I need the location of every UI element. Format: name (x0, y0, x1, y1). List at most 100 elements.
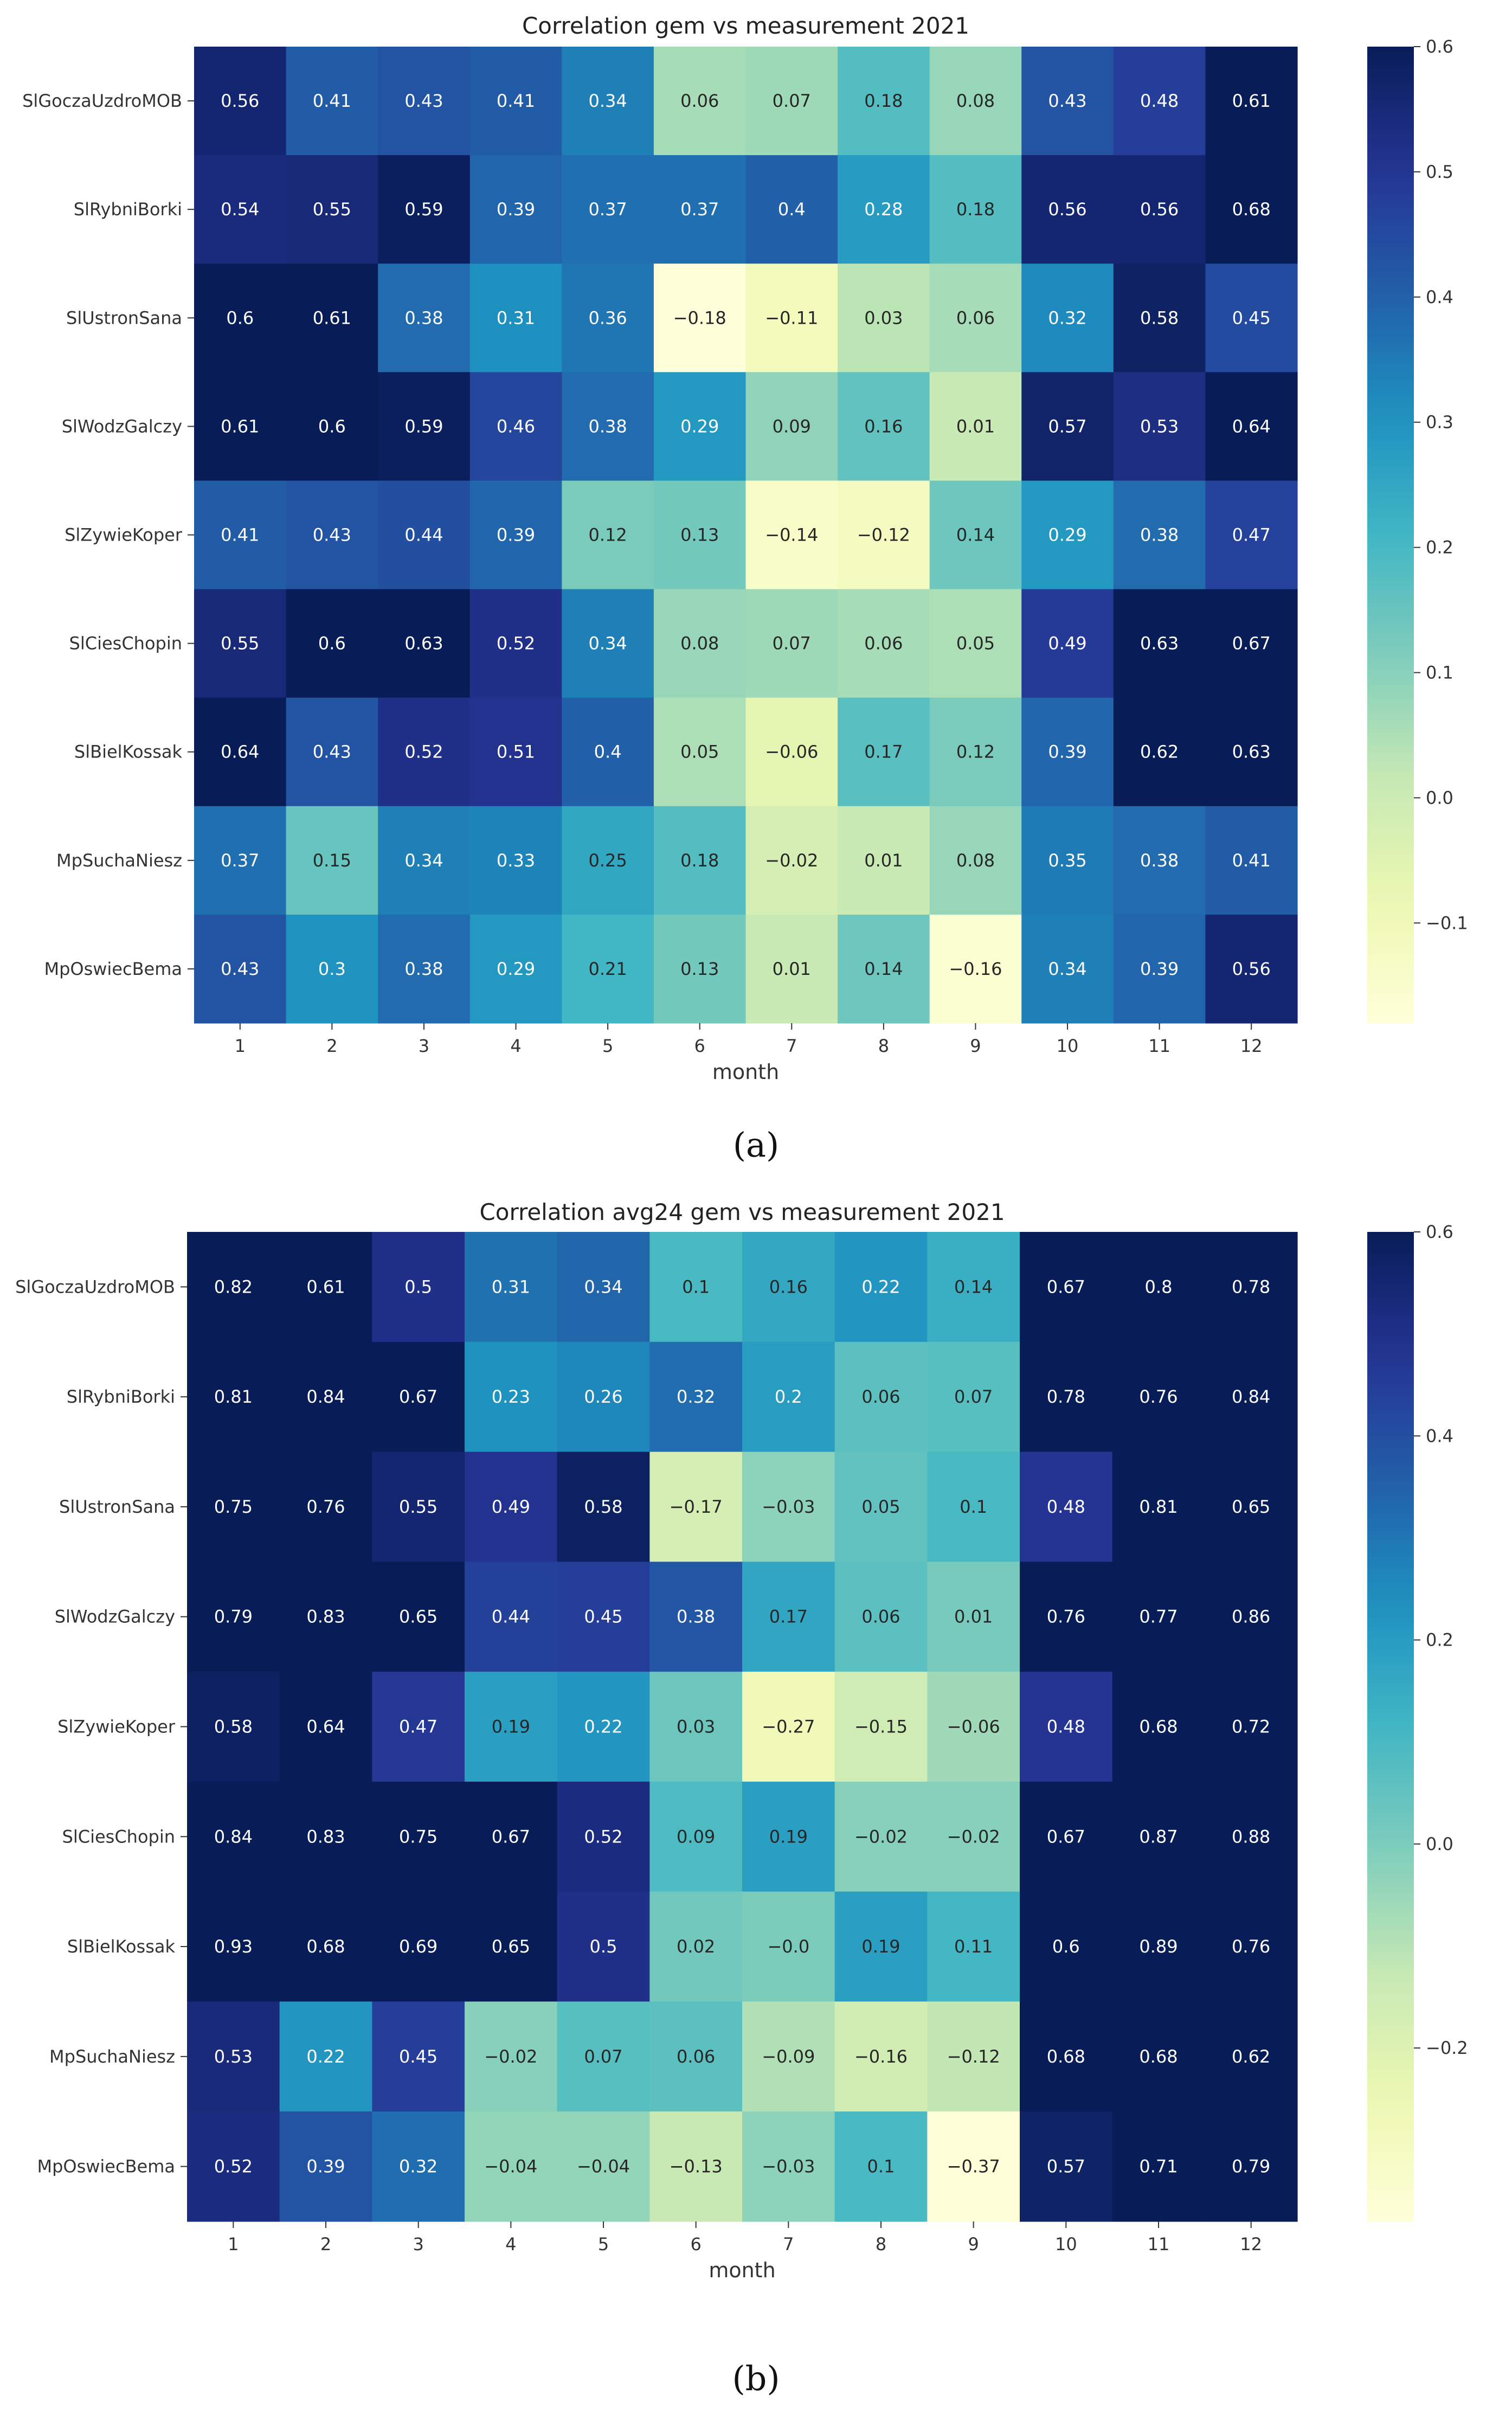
colorbar-tick-label: 0.5 (1426, 162, 1453, 182)
cell-value-label: 0.05 (680, 742, 719, 762)
cell-value-label: 0.22 (584, 1717, 622, 1737)
heatmap-cell (745, 47, 838, 156)
cell-value-label: 0.3 (318, 959, 346, 979)
heatmap-cell (557, 1451, 650, 1562)
cell-value-label: 0.06 (864, 633, 903, 654)
x-tick-label: 1 (235, 1036, 246, 1056)
heatmap-cell (1112, 2111, 1205, 2222)
heatmap-cell (838, 914, 930, 1024)
colorbar-tick-label: 0.6 (1426, 1222, 1453, 1242)
heatmap-cell (378, 697, 471, 807)
heatmap-cell (927, 1891, 1020, 2002)
cell-value-label: 0.55 (221, 633, 259, 654)
cell-value-label: 0.06 (680, 91, 719, 111)
cell-value-label: −0.0 (767, 1936, 809, 1957)
heatmap-cell (469, 806, 562, 915)
cell-value-label: 0.57 (1048, 416, 1086, 436)
y-tick-label: SlUstronSana (59, 1496, 175, 1517)
heatmap-cell (557, 1672, 650, 1782)
heatmap-cell (1021, 697, 1114, 807)
heatmap-cell (742, 2001, 835, 2112)
heatmap-cell (1020, 1451, 1113, 1562)
heatmap-cell (838, 589, 930, 698)
cell-value-label: 0.32 (399, 2156, 437, 2177)
heatmap-cell (465, 1781, 558, 1892)
cell-value-label: 0.18 (956, 199, 995, 220)
cell-value-label: 0.62 (1140, 742, 1179, 762)
heatmap-cell (194, 47, 287, 156)
cell-value-label: 0.47 (399, 1717, 437, 1737)
heatmap-cell (378, 155, 471, 264)
heatmap-cell (649, 1562, 743, 1672)
heatmap-cell (838, 155, 930, 264)
heatmap-cell (927, 1562, 1020, 1672)
cell-value-label: 0.89 (1139, 1936, 1178, 1957)
cell-value-label: 0.09 (773, 416, 811, 436)
x-tick-label: 2 (326, 1036, 337, 1056)
x-axis-label-b: month (709, 2258, 775, 2282)
heatmap-cell (557, 1232, 650, 1343)
cell-value-label: 0.2 (775, 1386, 802, 1407)
heatmap-cell (1021, 806, 1114, 915)
chart-title-a: Correlation gem vs measurement 2021 (522, 12, 969, 39)
heatmap-cell (649, 2111, 743, 2222)
cell-value-label: 0.77 (1139, 1607, 1178, 1627)
cell-value-label: 0.55 (399, 1496, 437, 1517)
cell-value-label: 0.83 (306, 1607, 345, 1627)
cell-value-label: 0.6 (1052, 1936, 1080, 1957)
colorbar-tick-label: 0.0 (1426, 1834, 1453, 1854)
cell-value-label: 0.35 (1048, 850, 1086, 871)
heatmap-cell (1205, 697, 1298, 807)
cell-value-label: 0.34 (589, 633, 627, 654)
heatmap-cell (372, 2111, 465, 2222)
cell-value-label: 0.19 (769, 1826, 808, 1847)
cell-value-label: 0.44 (492, 1607, 530, 1627)
cell-value-label: 0.34 (1048, 959, 1086, 979)
heatmap-cell (279, 1232, 372, 1343)
cell-value-label: 0.63 (1140, 633, 1179, 654)
cell-value-label: 0.47 (1232, 525, 1271, 545)
heatmap-cell (286, 589, 378, 698)
y-tick-label: SlZywieKoper (65, 525, 183, 545)
cell-value-label: −0.04 (577, 2156, 630, 2177)
heatmap-cell (279, 2001, 372, 2112)
heatmap-cell (742, 1781, 835, 1892)
heatmap-chart-b: Correlation avg24 gem vs measurement 202… (15, 1199, 1468, 2282)
cell-value-label: 0.68 (1232, 199, 1271, 220)
cell-value-label: −0.12 (857, 525, 910, 545)
cell-value-label: 0.46 (497, 416, 535, 436)
cell-value-label: 0.41 (1232, 850, 1271, 871)
y-tick-label: SlBielKossak (74, 742, 183, 762)
y-tick-label: MpSuchaNiesz (56, 850, 182, 871)
heatmap-cell (745, 480, 838, 590)
cell-value-label: 0.53 (214, 2046, 253, 2067)
cell-value-label: 0.78 (1232, 1276, 1270, 1297)
heatmap-cell (562, 372, 654, 481)
heatmap-cell (562, 47, 654, 156)
heatmap-cell (927, 1341, 1020, 1453)
heatmap-cell (745, 697, 838, 807)
heatmap-cell (562, 914, 654, 1024)
heatmap-cell (653, 914, 747, 1024)
cell-value-label: −0.13 (670, 2156, 723, 2177)
heatmap-cell (927, 1781, 1020, 1892)
cell-value-label: 0.68 (1047, 2046, 1085, 2067)
x-tick-label: 8 (878, 1036, 889, 1056)
x-tick-label: 9 (970, 1036, 981, 1056)
heatmap-cell (929, 589, 1022, 698)
heatmap-cell (742, 1232, 835, 1343)
heatmap-cell (469, 697, 562, 807)
heatmap-cell (1205, 47, 1298, 156)
heatmap-cell (834, 1562, 928, 1672)
colorbar-tick-label: −0.1 (1426, 913, 1468, 933)
heatmap-cell (649, 2001, 743, 2112)
cell-value-label: 0.79 (214, 1607, 253, 1627)
heatmap-cell (465, 1341, 558, 1453)
heatmap-cell (187, 1781, 280, 1892)
heatmap-cell (187, 2111, 280, 2222)
y-tick-label: SlGoczaUzdroMOB (22, 91, 182, 111)
cell-value-label: 0.43 (221, 959, 259, 979)
cell-value-label: 0.67 (1047, 1276, 1085, 1297)
cell-value-label: −0.06 (947, 1717, 1000, 1737)
cell-value-label: −0.16 (854, 2046, 908, 2067)
